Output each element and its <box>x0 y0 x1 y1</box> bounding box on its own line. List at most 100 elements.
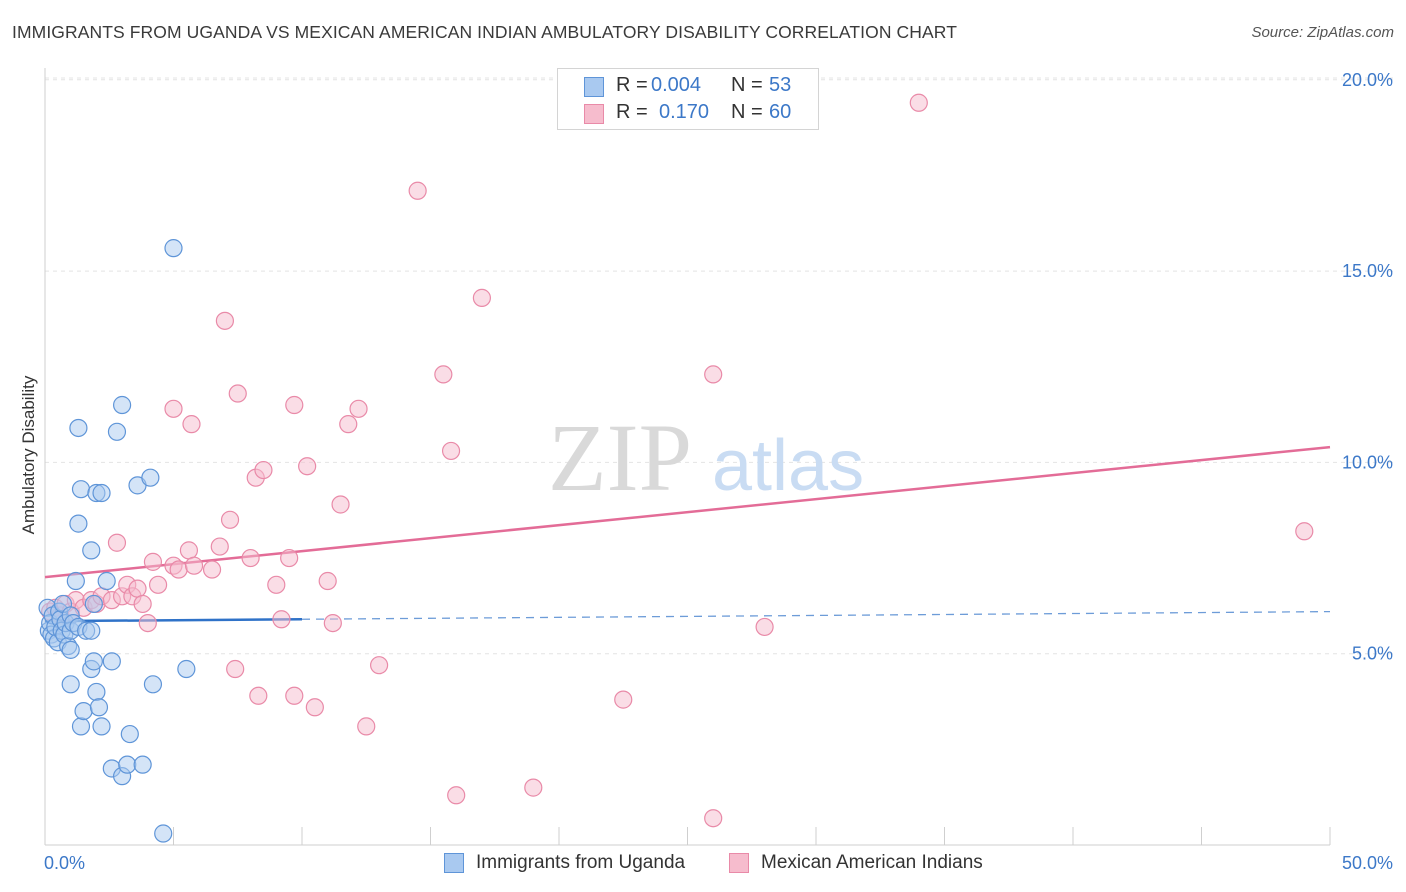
axes <box>44 68 1331 846</box>
data-point-mexican <box>267 575 286 594</box>
legend-swatch-mexican <box>584 104 604 124</box>
data-point-mexican <box>138 613 157 633</box>
legend-swatch-mexican <box>729 853 749 873</box>
data-point-mexican <box>272 610 291 629</box>
trend-line-uganda-solid <box>44 618 303 623</box>
y-tick-label: 5.0% <box>1352 644 1393 664</box>
x-tick-label: 50.0% <box>1342 853 1393 873</box>
data-point-mexican <box>179 541 199 560</box>
data-point-mexican <box>107 533 127 552</box>
data-point-uganda <box>69 514 88 533</box>
data-point-mexican <box>323 613 342 633</box>
legend-r-label: R = <box>616 101 648 123</box>
legend-swatch-uganda <box>444 853 464 873</box>
data-point-uganda <box>120 724 139 744</box>
data-point-mexican <box>614 690 633 709</box>
data-point-mexican <box>215 311 234 330</box>
data-point-uganda <box>69 418 88 438</box>
watermark: ZIP atlas <box>548 404 864 511</box>
data-point-mexican <box>164 399 183 418</box>
data-point-mexican <box>285 686 304 705</box>
data-point-mexican <box>755 617 774 637</box>
data-point-mexican <box>408 181 427 200</box>
data-point-mexican <box>133 594 152 614</box>
data-point-mexican <box>357 717 376 736</box>
data-point-uganda <box>61 675 80 694</box>
tick-labels: 5.0% 10.0% 15.0% 20.0% 0.0% 50.0% <box>44 70 1393 873</box>
y-tick-label: 10.0% <box>1342 452 1393 472</box>
legend-label-mexican: Mexican American Indians <box>761 852 983 873</box>
data-point-mexican <box>349 399 368 418</box>
y-tick-label: 15.0% <box>1342 261 1393 281</box>
data-point-uganda <box>82 541 101 560</box>
data-point-uganda <box>177 659 196 679</box>
y-axis-label: Ambulatory Disability <box>19 375 38 534</box>
data-point-mexican <box>249 686 268 705</box>
data-point-mexican <box>318 571 337 591</box>
data-point-uganda <box>118 755 137 774</box>
data-point-mexican <box>472 288 491 307</box>
data-point-uganda <box>84 594 103 614</box>
legend-n-label: N = <box>731 101 763 123</box>
data-point-mexican <box>524 778 543 797</box>
data-point-uganda <box>92 483 111 503</box>
data-point-uganda <box>97 571 116 591</box>
legend-item-uganda: Immigrants from Uganda <box>444 852 704 876</box>
trend-line-uganda-dashed <box>301 610 1331 620</box>
data-point-mexican <box>298 457 317 476</box>
data-point-uganda <box>82 621 101 640</box>
y-tick-label: 20.0% <box>1342 70 1393 90</box>
data-point-uganda <box>133 755 152 774</box>
legend-n-value: 53 <box>769 74 792 96</box>
data-point-uganda <box>61 640 80 659</box>
legend-n-label: N = <box>731 74 763 96</box>
data-point-mexican <box>447 786 466 805</box>
data-point-uganda <box>107 422 127 441</box>
legend-label-uganda: Immigrants from Uganda <box>476 852 686 873</box>
data-point-mexican <box>434 365 453 384</box>
chart-title: IMMIGRANTS FROM UGANDA VS MEXICAN AMERIC… <box>12 22 957 42</box>
watermark-zip: ZIP <box>548 404 692 511</box>
data-point-mexican <box>370 656 389 675</box>
data-point-uganda <box>102 652 121 671</box>
data-point-uganda <box>89 698 109 717</box>
data-point-uganda <box>92 717 111 736</box>
watermark-atlas: atlas <box>712 426 864 506</box>
legend-r-value: 0.170 <box>659 101 710 123</box>
gridlines <box>45 77 1395 655</box>
data-point-uganda <box>74 701 93 721</box>
data-point-mexican <box>210 537 229 556</box>
data-point-uganda <box>71 480 91 499</box>
data-point-uganda <box>141 468 160 487</box>
data-point-mexican <box>909 93 928 112</box>
data-point-mexican <box>305 698 324 717</box>
legend-r-value: 0.004 <box>651 74 702 96</box>
source-credit: Source: ZipAtlas.com <box>1251 24 1394 41</box>
data-point-mexican <box>339 415 358 434</box>
legend-r-label: R = <box>616 74 648 96</box>
data-point-mexican <box>331 495 350 514</box>
data-point-mexican <box>441 441 461 461</box>
data-point-mexican <box>182 415 201 434</box>
legend-row-uganda: R = 0.004 N = 53 <box>558 74 820 100</box>
data-points <box>38 93 1314 843</box>
data-point-uganda <box>66 571 85 591</box>
data-point-mexican <box>254 460 273 480</box>
data-point-uganda <box>84 652 103 671</box>
data-point-mexican <box>128 579 147 598</box>
data-point-mexican <box>143 552 163 571</box>
data-point-mexican <box>228 384 247 403</box>
data-point-mexican <box>226 659 245 679</box>
data-point-mexican <box>169 560 188 579</box>
data-point-mexican <box>280 548 299 568</box>
data-point-uganda <box>164 239 183 258</box>
data-point-mexican <box>285 395 304 415</box>
correlation-legend: R = 0.004 N = 53 R = 0.170 N = 60 <box>557 68 819 130</box>
data-point-uganda <box>154 824 173 843</box>
x-tick-label: 0.0% <box>44 853 85 873</box>
legend-item-mexican: Mexican American Indians <box>729 852 1009 876</box>
data-point-uganda <box>143 675 163 694</box>
data-point-mexican <box>184 556 204 575</box>
legend-row-mexican: R = 0.170 N = 60 <box>558 101 820 127</box>
